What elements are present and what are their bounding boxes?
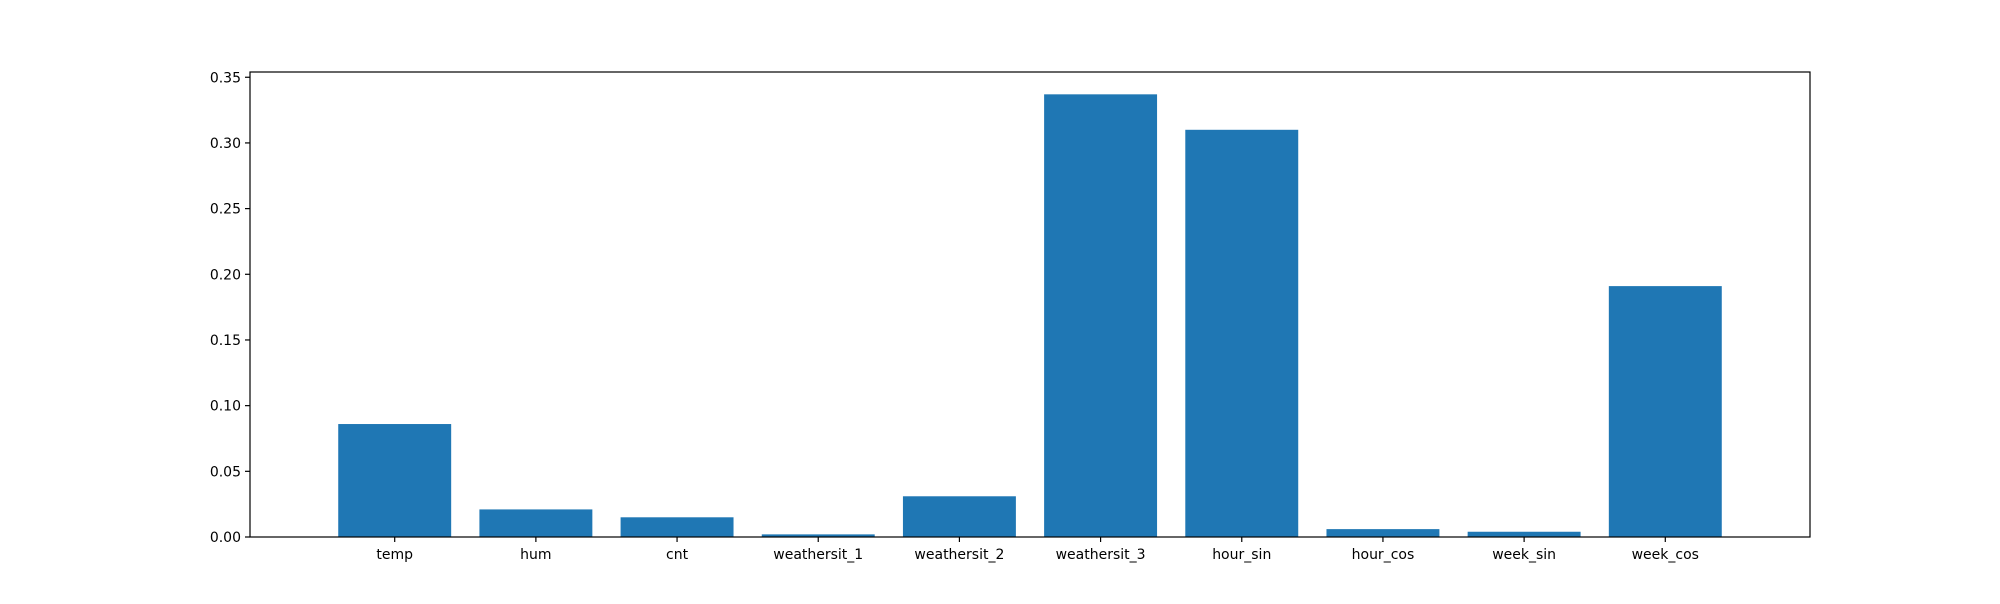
bar-hour_sin xyxy=(1185,129,1299,537)
bars-layer xyxy=(338,94,1722,537)
axes-layer xyxy=(249,71,1811,538)
x-tick-label: temp xyxy=(376,547,413,563)
bar-weathersit_1 xyxy=(761,534,875,537)
bar-cnt xyxy=(620,517,734,537)
y-tick-label: 0.05 xyxy=(210,464,241,480)
y-tick-label: 0.00 xyxy=(210,530,241,546)
x-tick-label: weathersit_3 xyxy=(1056,547,1146,563)
bar-weathersit_2 xyxy=(902,496,1016,537)
y-tick-label: 0.10 xyxy=(210,399,241,415)
x-tick-label: week_cos xyxy=(1632,547,1699,563)
bar-week_cos xyxy=(1608,286,1722,537)
x-tick-label: hour_cos xyxy=(1352,547,1415,563)
x-tick-label: weathersit_2 xyxy=(914,547,1004,563)
x-tick-label: hour_sin xyxy=(1212,547,1271,563)
x-tick-label: week_sin xyxy=(1492,547,1556,563)
bar-hour_cos xyxy=(1326,529,1440,537)
y-tick-label: 0.35 xyxy=(210,70,241,86)
y-tick-label: 0.20 xyxy=(210,267,241,283)
ticks-layer: temp hum cnt weathersit_1 weathersit_2 weathe… xyxy=(210,70,1699,563)
bar-hum xyxy=(479,509,593,537)
y-tick-label: 0.15 xyxy=(210,333,241,349)
y-tick-label: 0.25 xyxy=(210,202,241,218)
bar-week_sin xyxy=(1467,531,1581,537)
x-tick-label: hum xyxy=(520,547,551,563)
bar-weathersit_3 xyxy=(1044,94,1158,537)
plot-frame xyxy=(249,71,1811,538)
x-tick-label: weathersit_1 xyxy=(773,547,863,563)
x-tick-label: cnt xyxy=(666,547,689,563)
y-tick-label: 0.30 xyxy=(210,136,241,152)
bar-temp xyxy=(338,424,452,537)
